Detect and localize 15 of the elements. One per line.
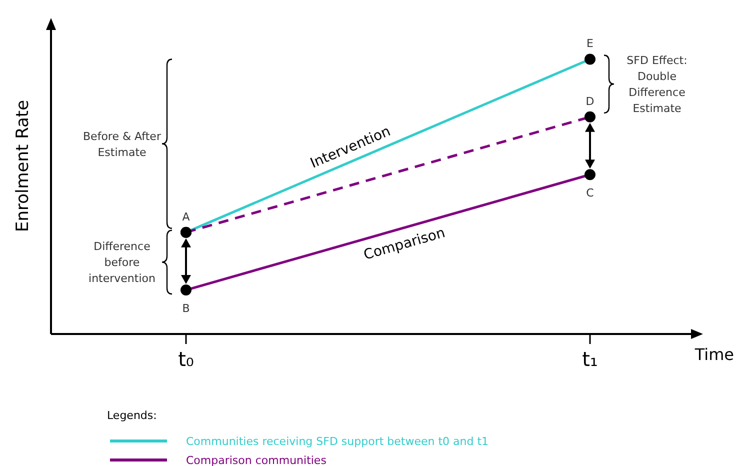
y-axis-title: Enrolment Rate <box>13 100 33 232</box>
annotation: Before & After Estimate <box>83 130 162 159</box>
annotation: D <box>586 94 594 108</box>
x-tick-label: t₁ <box>582 347 598 371</box>
annotation: B <box>182 302 190 316</box>
x-tick-label: t₀ <box>178 347 194 371</box>
annotation: A <box>182 210 190 224</box>
legend-title: Legends: <box>107 409 157 422</box>
annotation: SFD Effect: Double Difference Estimate <box>626 54 688 116</box>
text: Comparison communities <box>186 454 327 466</box>
annotation: C <box>586 186 594 200</box>
annotation: E <box>586 37 594 50</box>
text: Communities receiving SFD support between t0 and t1 <box>186 435 489 448</box>
annotation: Difference before intervention <box>88 240 156 286</box>
x-axis-title: Time <box>694 345 734 364</box>
